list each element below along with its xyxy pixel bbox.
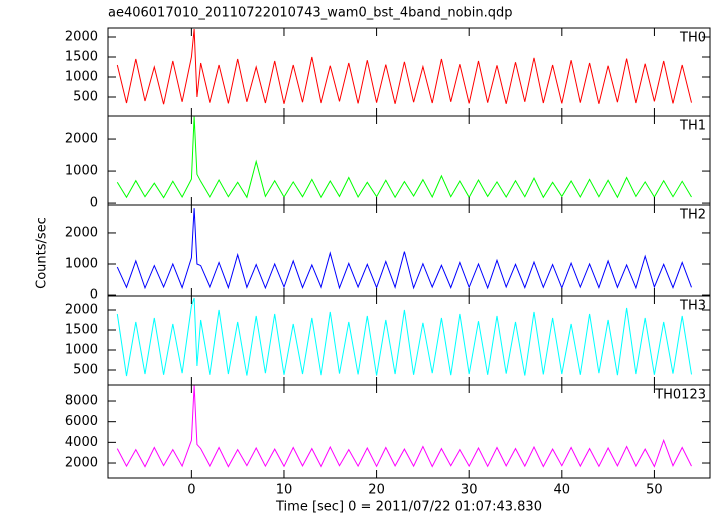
x-tick-label: 50 [646,483,663,498]
y-tick-label: 0 [90,288,98,303]
x-tick-label: 40 [554,483,571,498]
panel-label: TH0123 [654,388,706,403]
y-tick-label: 1000 [65,257,98,272]
y-tick-label: 2000 [65,303,98,318]
y-tick-label: 4000 [65,435,98,450]
panel-label: TH2 [679,208,706,223]
panel-frame [107,384,711,479]
y-tick-label: 2000 [65,225,98,240]
x-tick-label: 10 [276,483,293,498]
y-tick-label: 6000 [65,414,98,429]
y-tick-label: 1000 [65,70,98,85]
panel-label: TH3 [679,299,706,314]
x-axis-label: Time [sec] 0 = 2011/07/22 01:07:43.830 [275,500,542,515]
y-tick-label: 0 [90,196,98,211]
chart-title: ae406017010_20110722010743_wam0_bst_4ban… [108,6,513,21]
y-tick-label: 2000 [65,30,98,45]
y-tick-label: 1500 [65,323,98,338]
y-tick-label: 1000 [65,343,98,358]
y-tick-label: 1500 [65,50,98,65]
y-tick-label: 1000 [65,164,98,179]
x-tick-label: 30 [461,483,478,498]
data-line [116,297,692,377]
y-tick-label: 8000 [65,394,98,409]
data-line [116,208,692,290]
x-tick-label: 0 [187,483,195,498]
y-tick-label: 500 [73,363,98,378]
data-line [116,28,692,105]
y-tick-label: 500 [73,90,98,105]
y-tick-label: 2000 [65,132,98,147]
y-tick-label: 2000 [65,456,98,471]
panel-label: TH1 [679,119,706,134]
panel-label: TH0 [679,31,706,46]
y-axis-label: Counts/sec [35,217,50,289]
data-line [116,385,692,468]
x-tick-label: 20 [368,483,385,498]
data-line [116,116,692,199]
